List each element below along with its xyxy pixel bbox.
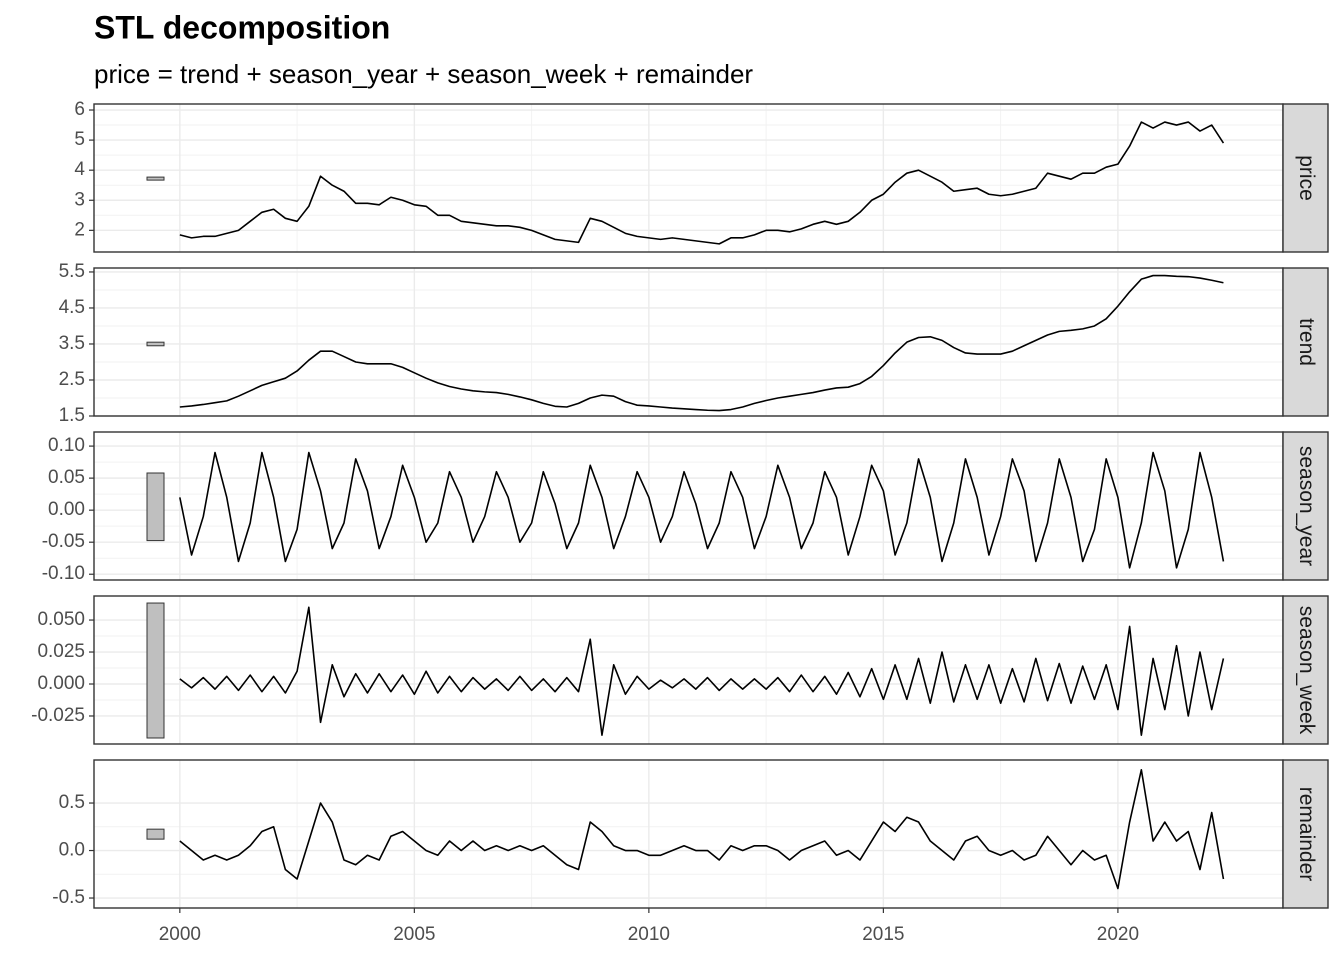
scale-bar: [146, 602, 165, 739]
strip-label: trend: [1295, 318, 1318, 366]
y-tick-label: 0.0: [59, 840, 85, 861]
scale-bar: [146, 828, 165, 840]
panel-background: [94, 760, 1283, 908]
y-tick-label: 0.025: [37, 641, 85, 662]
scale-bar: [146, 472, 165, 542]
series-line: [179, 606, 1225, 736]
y-tick-label: 6: [74, 99, 85, 120]
x-tick-label: 2010: [628, 924, 670, 945]
chart-title: STL decomposition: [94, 9, 390, 45]
y-tick-label: 0.050: [37, 609, 85, 630]
y-tick-label: 3.5: [59, 333, 85, 354]
strip: [1282, 267, 1329, 417]
series-line: [179, 768, 1225, 890]
series-line: [179, 274, 1224, 412]
y-tick-label: -0.05: [42, 531, 85, 552]
x-tick-label: 2020: [1097, 924, 1139, 945]
strip: [1282, 759, 1329, 909]
series-line: [179, 451, 1225, 569]
y-tick-label: -0.10: [42, 563, 85, 584]
strip-label: price: [1295, 155, 1318, 201]
panel-background: [94, 104, 1283, 252]
strip-label: season_year: [1295, 446, 1318, 566]
y-tick-label: 0.5: [59, 792, 85, 813]
y-tick-label: 0.000: [37, 673, 85, 694]
y-tick-label: 2: [74, 219, 85, 240]
chart-subtitle: price = trend + season_year + season_wee…: [94, 59, 753, 89]
strip-label: season_week: [1295, 606, 1318, 735]
y-tick-label: 3: [74, 189, 85, 210]
x-tick-label: 2005: [393, 924, 435, 945]
y-tick-label: 0.00: [48, 499, 85, 520]
scale-bar: [146, 176, 165, 181]
y-tick-label: 5: [74, 129, 85, 150]
y-tick-label: 0.05: [48, 467, 85, 488]
panel-background: [94, 268, 1283, 416]
y-tick-label: 2.5: [59, 369, 85, 390]
strip: [1282, 431, 1329, 581]
strip-label: remainder: [1295, 787, 1318, 882]
strip: [1282, 103, 1329, 253]
y-tick-label: 0.10: [48, 435, 85, 456]
y-tick-label: 4: [74, 159, 85, 180]
x-tick-label: 2015: [862, 924, 904, 945]
y-tick-label: 4.5: [59, 297, 85, 318]
scale-bar: [146, 341, 165, 347]
y-tick-label: 1.5: [59, 405, 85, 426]
y-tick-label: 5.5: [59, 261, 85, 282]
series-line: [179, 121, 1225, 245]
y-tick-label: -0.025: [31, 705, 85, 726]
y-tick-label: -0.5: [52, 887, 85, 908]
strip: [1282, 595, 1329, 745]
x-tick-label: 2000: [159, 924, 201, 945]
